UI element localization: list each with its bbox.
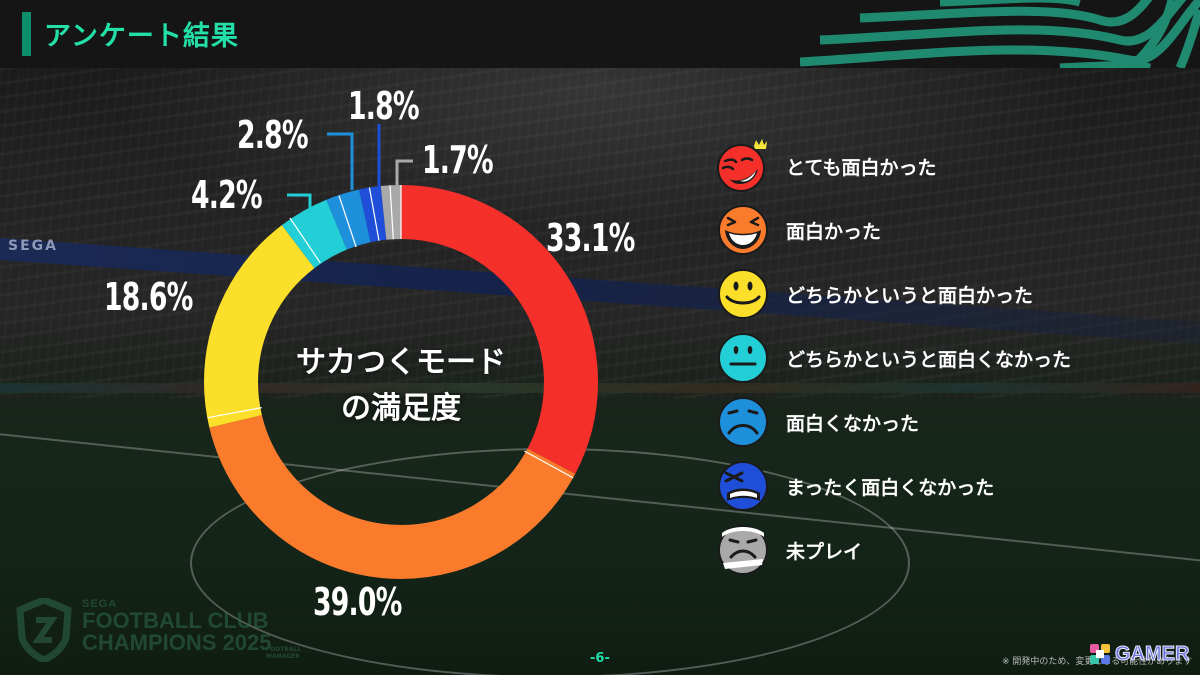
center-title-line-1: サカつくモード — [296, 345, 506, 380]
sad-face-icon — [718, 397, 768, 447]
label-not-fun-pct: 2.8% — [237, 113, 309, 157]
laughing-face-icon — [718, 205, 768, 255]
logo-wordmark: SEGA FOOTBALL CLUB CHAMPIONS 2025 — [82, 598, 272, 654]
gamer-logo-icon — [1090, 644, 1110, 664]
legend-label: とても面白かった — [786, 156, 937, 179]
smiling-face-icon — [718, 269, 768, 319]
legend-item-not-fun: 面白くなかった — [716, 394, 1136, 450]
label-not-played-pct: 1.7% — [422, 138, 494, 182]
leader-line-lightblue — [327, 132, 354, 190]
slide-header: アンケート結果 — [0, 0, 1200, 68]
center-title-line-2: の満足度 — [341, 391, 461, 426]
stadium-background: SEGA — [0, 68, 1200, 675]
legend-label: まったく面白くなかった — [786, 476, 995, 499]
donut-center-title: サカつくモード の満足度 — [261, 340, 541, 432]
legend-item-somewhat-not-fun: どちらかというと面白くなかった — [716, 330, 1136, 386]
legend-label: 面白くなかった — [786, 412, 920, 435]
bandaged-gray-face-icon — [718, 525, 768, 575]
label-somewhat-fun-pct: 18.6% — [104, 275, 193, 319]
segment-separators — [207, 185, 574, 479]
watermark-text: GAMER — [1114, 642, 1190, 665]
label-fun-pct: 39.0% — [313, 580, 402, 624]
gamer-watermark: GAMER — [1088, 642, 1190, 666]
label-very-fun-pct: 33.1% — [546, 216, 635, 260]
legend-item-somewhat-fun: どちらかというと面白かった — [716, 266, 1136, 322]
logo-sub-2: MANAGER — [266, 653, 300, 660]
legend-label: 未プレイ — [786, 540, 863, 563]
page-title: アンケート結果 — [44, 21, 239, 52]
donut-segment-fun — [204, 185, 598, 579]
legend-item-fun: 面白かった — [716, 202, 1136, 258]
logo-line-1: FOOTBALL CLUB — [82, 608, 269, 633]
leader-line-cyan — [287, 193, 312, 213]
ad-board-text: SEGA — [8, 238, 58, 254]
logo-sub: FOOTBALL MANAGER — [266, 646, 301, 660]
pitch-side-boards — [0, 383, 1200, 393]
header-accent-bar — [22, 12, 31, 56]
neutral-face-icon — [718, 333, 768, 383]
label-not-fun-at-all-pct: 1.8% — [348, 84, 420, 128]
very-happy-crown-face-icon — [717, 139, 767, 192]
legend-item-not-fun-at-all: まったく面白くなかった — [716, 458, 1136, 514]
shield-logo-icon — [16, 596, 72, 664]
logo-line-2: CHAMPIONS 2025 — [82, 630, 272, 655]
stadium-stands — [0, 68, 1200, 398]
legend-label: どちらかというと面白かった — [786, 284, 1034, 307]
page-number: -6- — [590, 651, 610, 666]
legend-label: どちらかというと面白くなかった — [786, 348, 1072, 371]
grimacing-x-eyes-face-icon — [718, 461, 768, 511]
logo-sub-1: FOOTBALL — [266, 646, 302, 653]
donut-segment-somewhat-fun — [204, 185, 598, 579]
legend-item-very-fun: とても面白かった — [716, 138, 1136, 194]
legend-label: 面白かった — [786, 220, 882, 243]
game-logo: SEGA FOOTBALL CLUB CHAMPIONS 2025 FOOTBA… — [16, 596, 336, 668]
label-somewhat-not-fun-pct: 4.2% — [191, 173, 263, 217]
wave-pattern-decoration — [800, 0, 1200, 68]
leader-line-gray — [395, 159, 413, 186]
logo-brand: SEGA — [82, 598, 118, 610]
legend-item-not-played: 未プレイ — [716, 522, 1136, 578]
